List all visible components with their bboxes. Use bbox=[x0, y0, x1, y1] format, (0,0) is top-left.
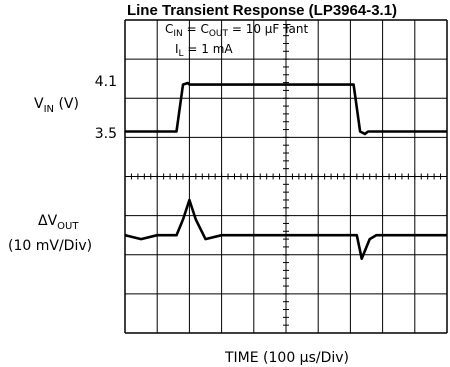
vout-axis-label: ΔVOUT bbox=[38, 213, 79, 232]
vout-series-line bbox=[124, 198, 447, 260]
grid bbox=[124, 19, 448, 334]
vin-series-line bbox=[125, 81, 447, 136]
load-current-annotation: IL = 1 mA bbox=[175, 42, 233, 59]
vout-axis-unit: (10 mV/Div) bbox=[8, 238, 92, 254]
vin-tick-label: 3.5 bbox=[95, 126, 117, 142]
vin-axis-label: VIN (V) bbox=[34, 96, 79, 115]
chart-title: Line Transient Response (LP3964-3.1) bbox=[127, 2, 397, 19]
capacitor-annotation: CIN = COUT = 10 μF Tant bbox=[165, 22, 308, 39]
vin-tick-label: 4.1 bbox=[95, 74, 117, 90]
x-axis-label: TIME (100 μs/Div) bbox=[224, 350, 349, 366]
